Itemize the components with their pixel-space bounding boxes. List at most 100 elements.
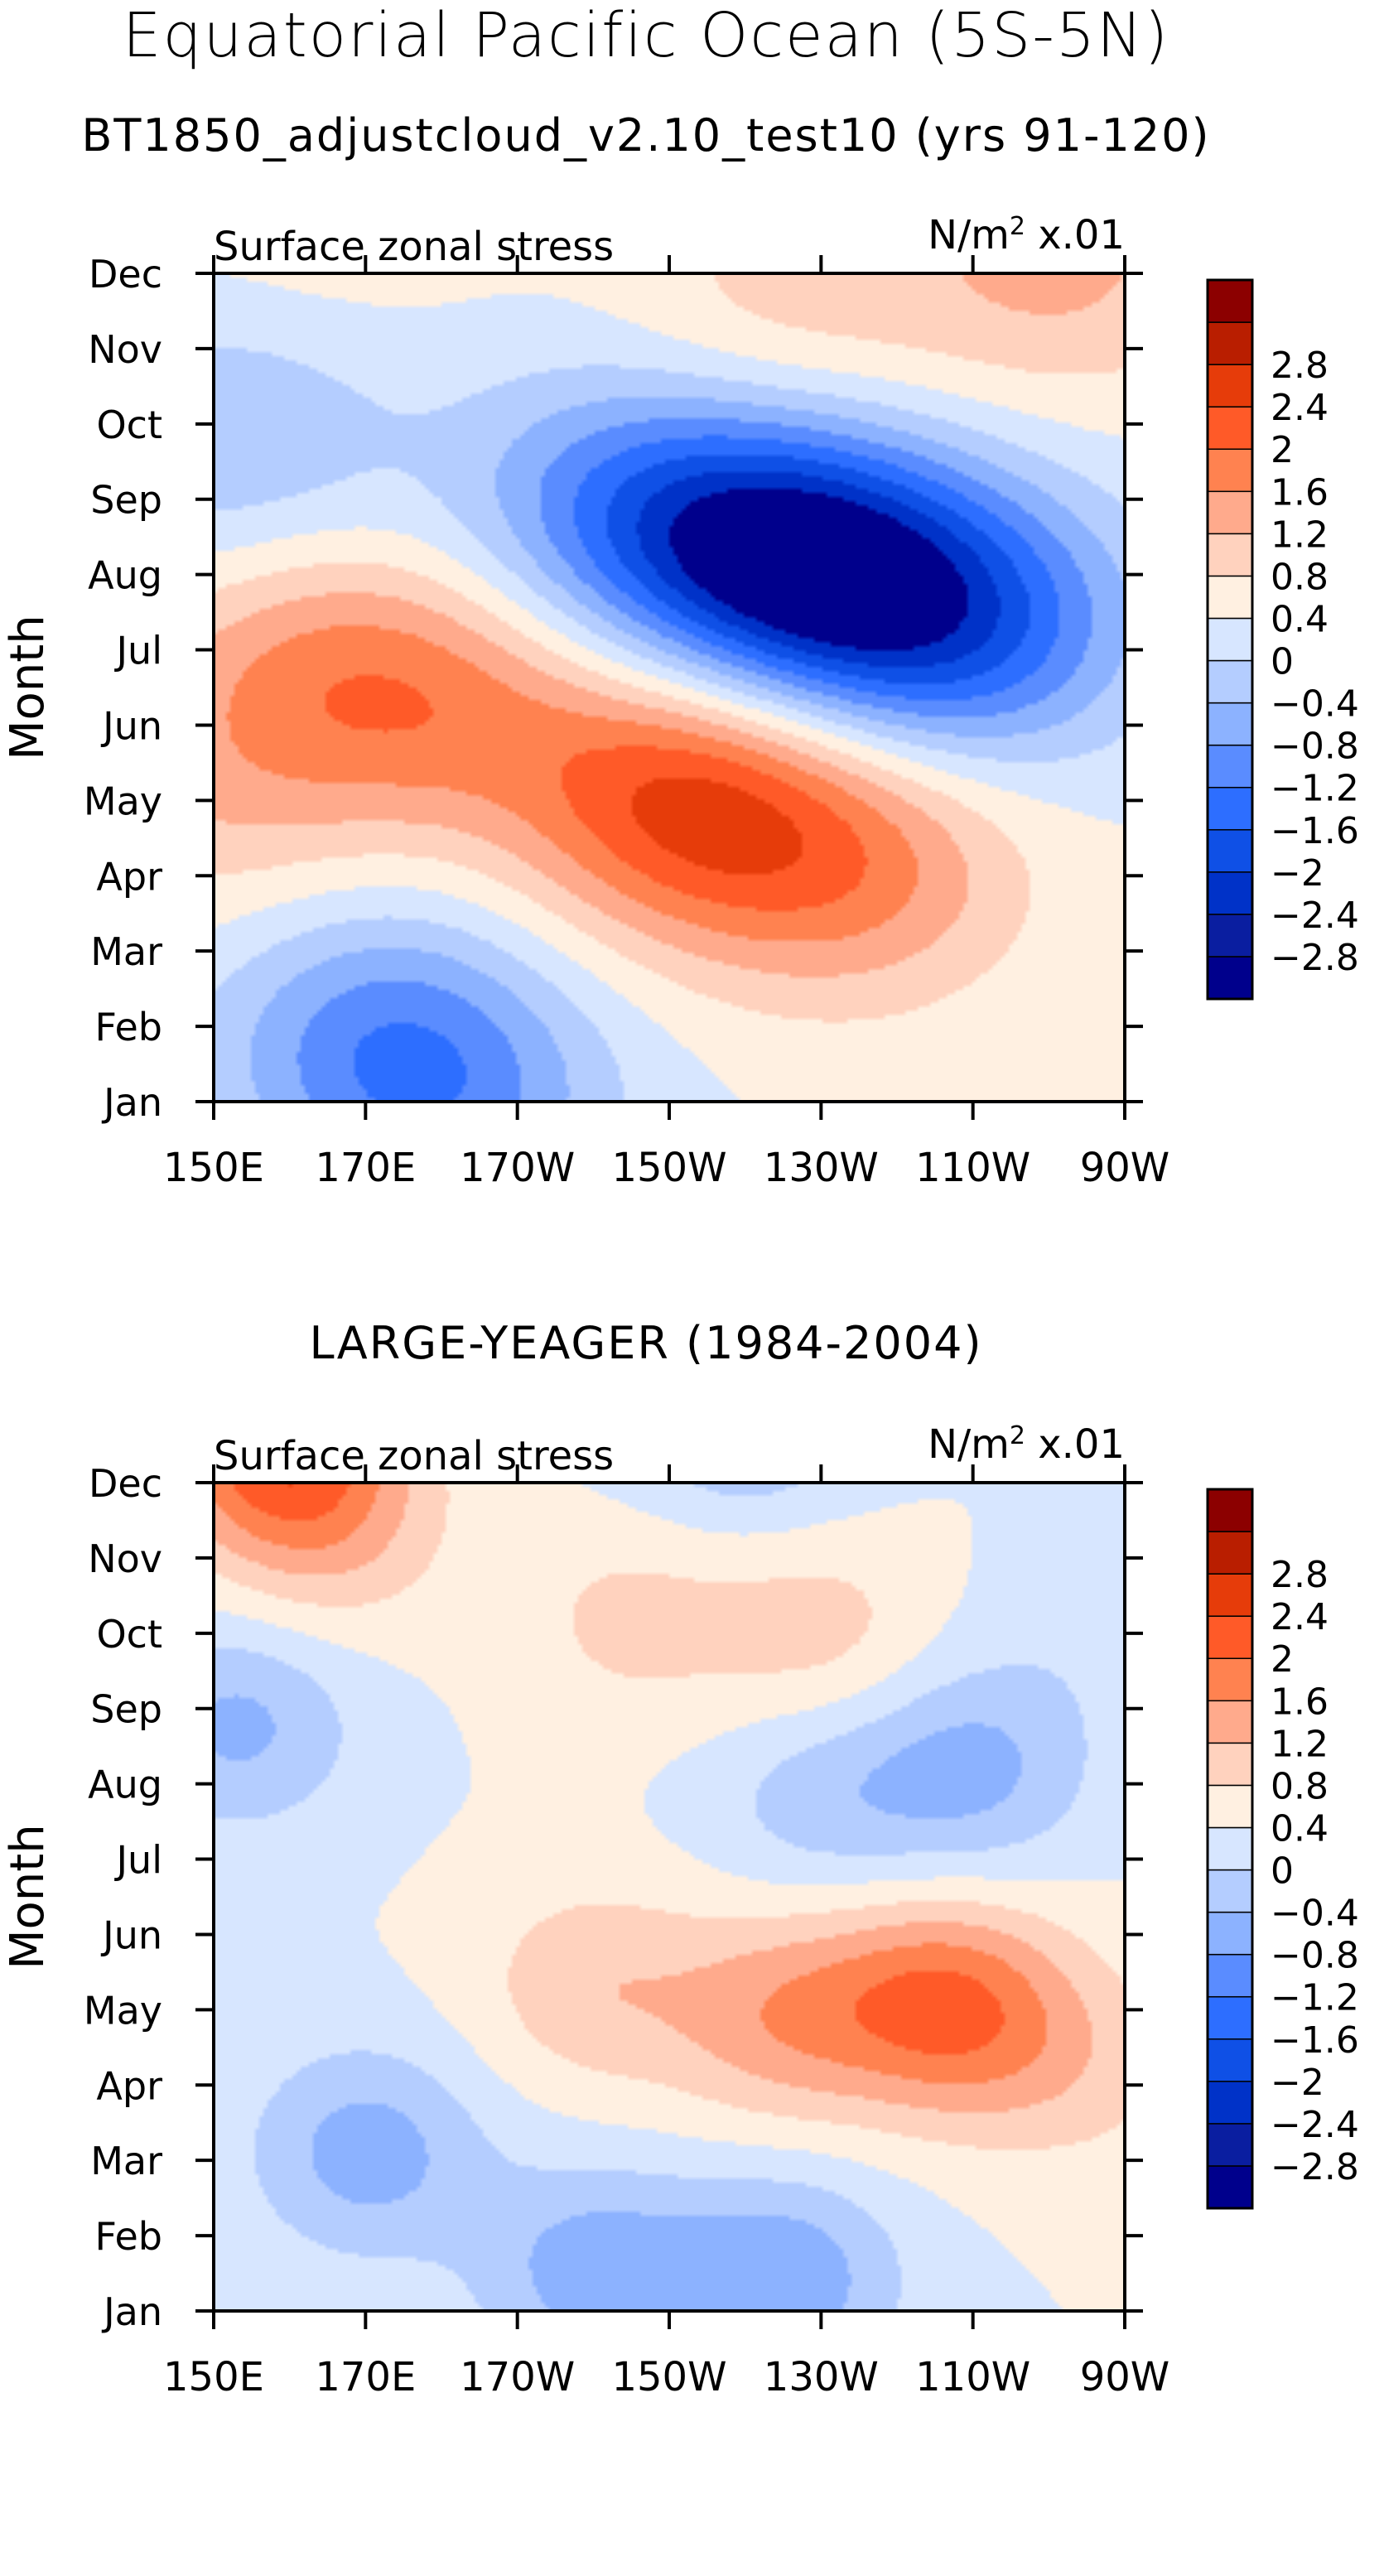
y-tick-label: May xyxy=(84,779,162,823)
colorbar-box xyxy=(1207,1784,1253,1829)
y-tick-label: Jun xyxy=(100,703,162,748)
colorbar-label: 0.8 xyxy=(1271,556,1329,598)
x-tick-label: 170W xyxy=(460,2354,575,2400)
colorbar-box xyxy=(1207,829,1253,873)
y-tick-label: Apr xyxy=(96,2063,162,2108)
colorbar-label: 1.2 xyxy=(1271,1723,1329,1765)
colorbar-box xyxy=(1207,2081,1253,2125)
y-tick-label: Oct xyxy=(96,1612,162,1657)
colorbar-box xyxy=(1207,490,1253,535)
panel2-title: LARGE-YEAGER (1984-2004) xyxy=(309,1317,983,1369)
x-tick-label: 170E xyxy=(315,2354,416,2400)
y-tick-label: Aug xyxy=(88,553,162,598)
colorbar-label: 0.4 xyxy=(1271,1807,1329,1850)
x-tick-label: 90W xyxy=(1080,1145,1170,1191)
y-tick-label: Aug xyxy=(88,1763,162,1807)
panel2-units-string: N/m2 x.01 xyxy=(928,1421,1125,1469)
colorbar-label: −0.4 xyxy=(1271,683,1359,726)
x-tick-label: 150E xyxy=(163,1145,264,1191)
y-tick-label: Jan xyxy=(101,2289,162,2334)
colorbar-frame xyxy=(1206,1488,1254,2210)
colorbar-box xyxy=(1207,1826,1253,1871)
colorbar-label: 2 xyxy=(1271,1638,1294,1681)
colorbar-label: −0.8 xyxy=(1271,1935,1359,1977)
colorbar-label: −2 xyxy=(1271,852,1324,895)
colorbar-label: 2.8 xyxy=(1271,1554,1329,1596)
panel2-chart: Surface zonal stress N/m2 x.01 Jan Feb Mar Ap… xyxy=(1,1421,1359,2401)
colorbar-label: −2.4 xyxy=(1271,2104,1359,2146)
colorbar-label: 0.8 xyxy=(1271,1765,1329,1807)
y-tick-label: Nov xyxy=(88,1536,162,1581)
y-tick-label: Jan xyxy=(101,1080,162,1125)
x-tick-label: 170E xyxy=(315,1145,416,1191)
y-tick-label: Oct xyxy=(96,403,162,447)
colorbar-box xyxy=(1207,1700,1253,1744)
x-tick-label: 110W xyxy=(915,2354,1030,2400)
colorbar-label: 1.6 xyxy=(1271,471,1329,514)
colorbar-box xyxy=(1207,1953,1253,1998)
colorbar-box xyxy=(1207,1573,1253,1617)
colorbar-frame xyxy=(1206,278,1254,1001)
colorbar-box xyxy=(1207,786,1253,831)
y-tick-label: Jul xyxy=(113,629,162,673)
colorbar-label: 0 xyxy=(1271,641,1294,683)
colorbar-box xyxy=(1207,448,1253,493)
x-tick-label: 170W xyxy=(460,1145,575,1191)
colorbar-box xyxy=(1207,279,1253,323)
colorbar-label: 2.4 xyxy=(1271,1596,1329,1638)
colorbar-label: −2.8 xyxy=(1271,2146,1359,2188)
colorbar-box xyxy=(1207,2038,1253,2082)
x-tick-label: 110W xyxy=(915,1145,1030,1191)
colorbar-label: −2 xyxy=(1271,2062,1324,2104)
colorbar-box xyxy=(1207,575,1253,620)
colorbar-box xyxy=(1207,2165,1253,2209)
colorbar-box xyxy=(1207,1615,1253,1659)
colorbar-label: 1.2 xyxy=(1271,514,1329,556)
y-axis-label: Month xyxy=(1,615,55,760)
colorbar-label: −0.8 xyxy=(1271,726,1359,768)
x-tick-label: 150W xyxy=(611,2354,726,2400)
y-tick-label: Feb xyxy=(95,2214,162,2259)
x-tick-label: 150E xyxy=(163,2354,264,2400)
colorbar-box xyxy=(1207,1742,1253,1787)
panel1-title: BT1850_adjustcloud_v2.10_test10 (yrs 91-… xyxy=(81,109,1211,162)
y-tick-label: Apr xyxy=(96,854,162,899)
colorbar-box xyxy=(1207,2123,1253,2167)
panel1-left-string: Surface zonal stress xyxy=(214,224,614,270)
colorbar-box xyxy=(1207,744,1253,789)
y-tick-label: May xyxy=(84,1988,162,2033)
y-tick-label: Mar xyxy=(90,929,162,974)
y-tick-label: Dec xyxy=(89,1461,162,1506)
y-tick-label: Nov xyxy=(88,327,162,372)
colorbar-box xyxy=(1207,1657,1253,1702)
x-tick-label: 130W xyxy=(764,1145,879,1191)
y-tick-label: Sep xyxy=(90,478,162,523)
colorbar-box xyxy=(1207,871,1253,915)
colorbar-label: 0 xyxy=(1271,1850,1294,1893)
colorbar-box xyxy=(1207,956,1253,1000)
y-tick-label: Feb xyxy=(95,1005,162,1049)
panel2-contour-field xyxy=(214,1483,1125,2311)
colorbar-box xyxy=(1207,1995,1253,2040)
colorbar-box xyxy=(1207,321,1253,365)
y-axis-label: Month xyxy=(1,1824,55,1970)
colorbar-box xyxy=(1207,914,1253,958)
panel2-left-string: Surface zonal stress xyxy=(214,1433,614,1479)
colorbar-box xyxy=(1207,659,1253,704)
colorbar-box xyxy=(1207,1531,1253,1575)
y-tick-label: Jul xyxy=(113,1838,162,1883)
colorbar-box xyxy=(1207,1488,1253,1532)
colorbar-label: 0.4 xyxy=(1271,598,1329,640)
colorbar-label: 1.6 xyxy=(1271,1681,1329,1723)
colorbar-box xyxy=(1207,1869,1253,1913)
colorbar-box xyxy=(1207,406,1253,450)
colorbar-box xyxy=(1207,533,1253,577)
colorbar-label: −1.2 xyxy=(1271,1977,1359,2019)
colorbar-label: 2 xyxy=(1271,429,1294,471)
colorbar-label: 2.4 xyxy=(1271,387,1329,429)
colorbar-label: −1.6 xyxy=(1271,2019,1359,2062)
colorbar-label: 2.8 xyxy=(1271,345,1329,387)
panel1-units-string: N/m2 x.01 xyxy=(928,212,1125,259)
colorbar-label: −2.4 xyxy=(1271,895,1359,937)
colorbar-label: −0.4 xyxy=(1271,1893,1359,1935)
